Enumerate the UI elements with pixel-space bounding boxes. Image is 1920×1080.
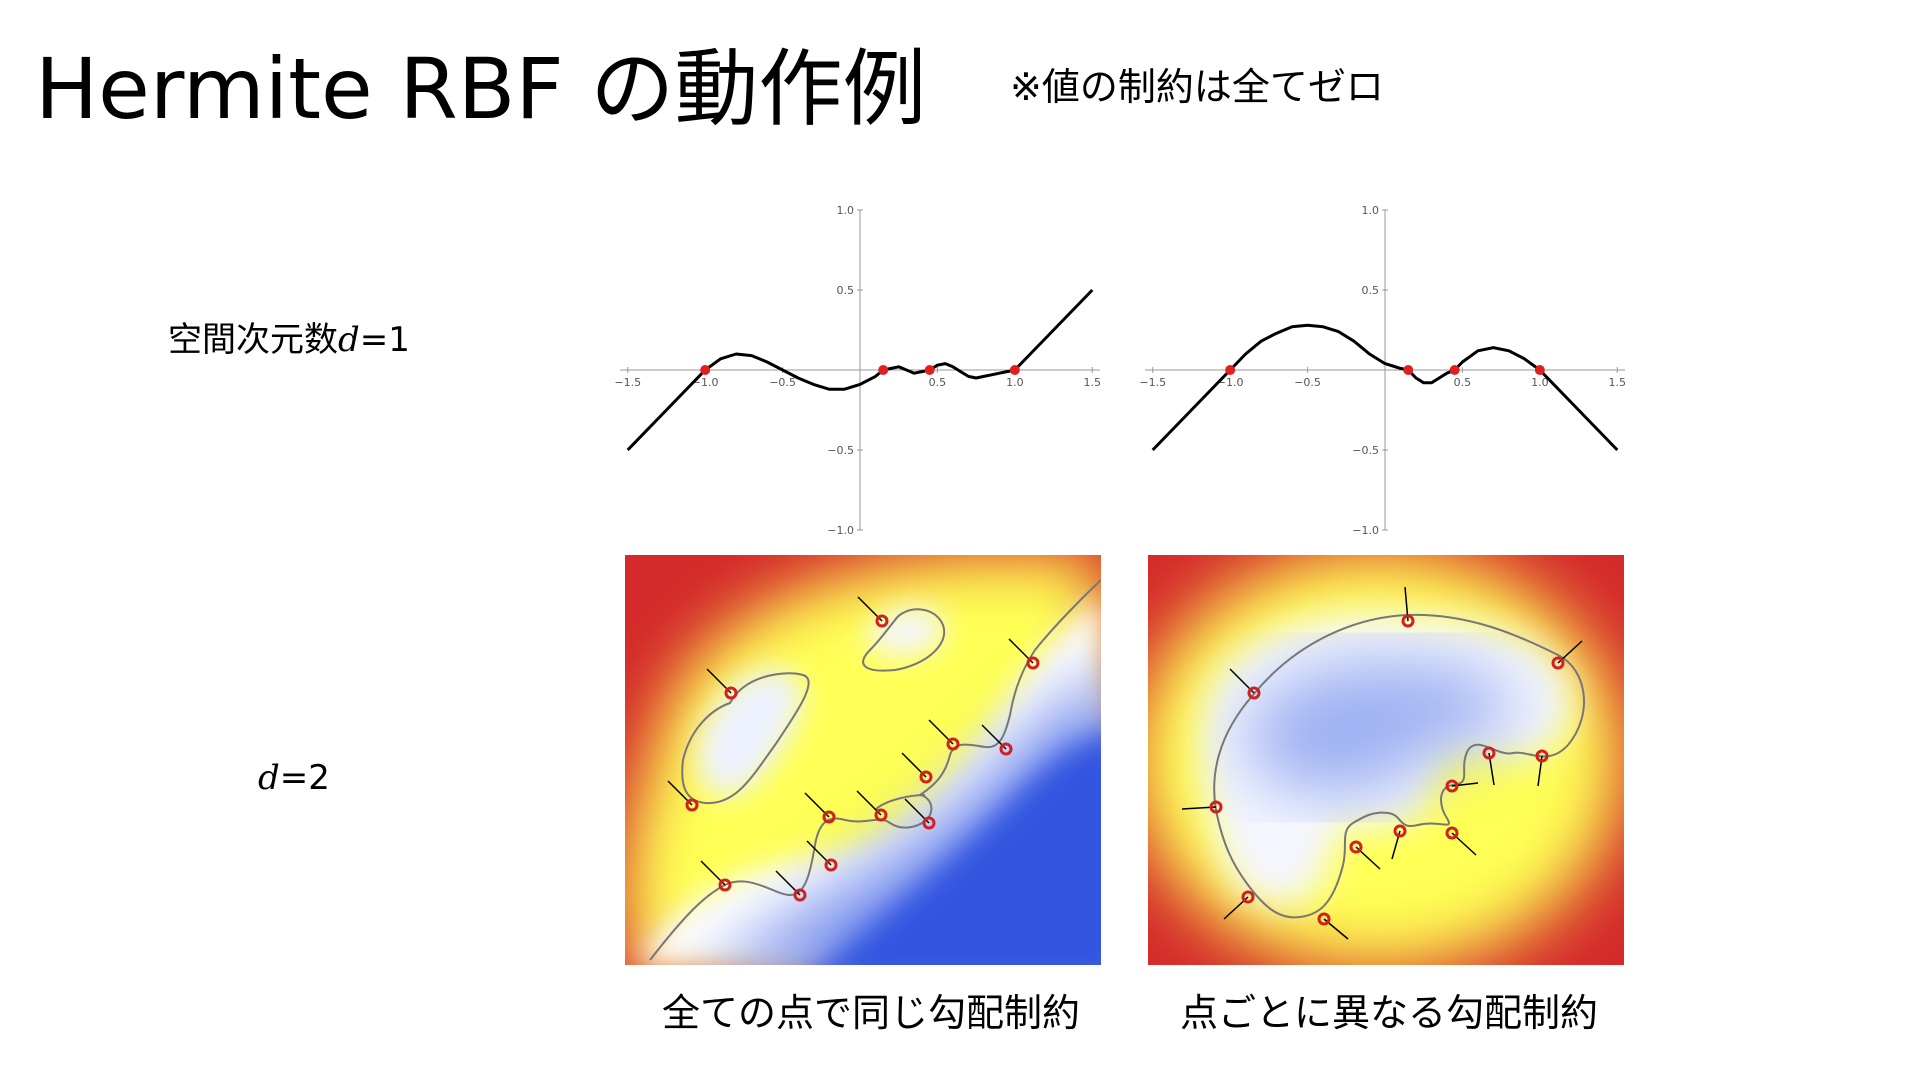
constraint-point: [1403, 365, 1414, 375]
series-line: [626, 288, 1094, 452]
x-tick-label: −1.0: [1217, 376, 1244, 389]
heatmap-d2-same-gradient: [625, 555, 1101, 965]
x-tick-label: 1.0: [1531, 376, 1549, 389]
y-tick-label: −1.0: [827, 524, 854, 537]
constraint-point: [1009, 365, 1020, 375]
x-tick-label: 1.5: [1084, 376, 1102, 389]
y-tick-label: 0.5: [837, 284, 855, 297]
x-tick-label: −1.5: [614, 376, 641, 389]
caption-same-gradient: 全ての点で同じ勾配制約: [662, 991, 1081, 1035]
x-tick-label: −0.5: [769, 376, 796, 389]
y-tick-label: −0.5: [827, 444, 854, 457]
y-tick-label: −1.0: [1352, 524, 1379, 537]
x-tick-label: 1.5: [1609, 376, 1627, 389]
chart-d1-same-gradient: −1.5 −1.0 −0.5 0.5 1.0 1.5 1.0 0.5 −0.5 −1.0: [614, 204, 1102, 537]
y-tick-label: 1.0: [837, 204, 855, 217]
constraint-point: [1449, 365, 1460, 375]
x-tick-label: 1.0: [1006, 376, 1024, 389]
row-label-d2: d=2: [258, 758, 330, 798]
y-tick-label: 0.5: [1362, 284, 1380, 297]
chart-d1-different-gradient: −1.5 −1.0 −0.5 0.5 1.0 1.5 1.0 0.5 −0.5 −1.0: [1139, 204, 1627, 537]
constraint-point: [878, 365, 889, 375]
heatmap-d2-different-gradient: [1148, 555, 1624, 965]
caption-different-gradient: 点ごとに異なる勾配制約: [1180, 991, 1599, 1035]
row-label-d1: 空間次元数d=1: [168, 312, 410, 361]
row-label-d1-suffix: =1: [359, 320, 410, 360]
row-label-d2-suffix: =2: [279, 758, 330, 798]
constraint-point: [700, 365, 711, 375]
x-tick-label: −1.0: [692, 376, 719, 389]
constraint-point: [1225, 365, 1236, 375]
x-tick-label: 0.5: [929, 376, 947, 389]
row-label-d1-var: d: [338, 320, 360, 360]
x-tick-label: 0.5: [1454, 376, 1472, 389]
x-tick-label: −0.5: [1294, 376, 1321, 389]
y-tick-label: −0.5: [1352, 444, 1379, 457]
row-label-d1-prefix: 空間次元数: [168, 320, 338, 360]
constraint-point: [924, 365, 935, 375]
x-tick-label: −1.5: [1139, 376, 1166, 389]
slide-title: Hermite RBF の動作例: [35, 40, 927, 138]
slide-note: ※値の制約は全てゼロ: [1010, 65, 1384, 109]
constraint-point: [1534, 365, 1545, 375]
y-tick-label: 1.0: [1362, 204, 1380, 217]
row-label-d2-var: d: [258, 758, 280, 798]
